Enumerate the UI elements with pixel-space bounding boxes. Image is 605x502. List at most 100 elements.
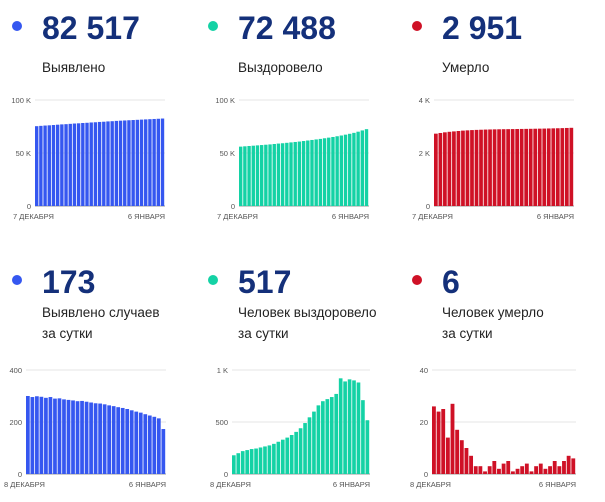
bar — [487, 466, 492, 474]
bar — [240, 451, 245, 474]
bar — [335, 136, 339, 206]
bar — [148, 119, 152, 206]
bar — [47, 125, 51, 206]
y-tick-label: 20 — [420, 418, 428, 427]
bar — [123, 120, 127, 206]
bar — [474, 129, 479, 206]
recovered-total-number: 72 488 — [238, 10, 336, 46]
detected-daily-label-line2: за сутки — [42, 326, 93, 341]
bar — [89, 122, 93, 206]
bar — [68, 123, 72, 206]
bar — [443, 132, 447, 206]
deaths-total-label: Умерло — [442, 60, 490, 75]
deaths-daily-number: 6 — [442, 264, 460, 300]
bar — [72, 123, 77, 206]
bar — [249, 449, 254, 474]
bar — [497, 129, 501, 206]
green-dot-icon — [208, 275, 218, 285]
bar — [156, 118, 160, 206]
bar — [135, 119, 140, 206]
bar — [76, 123, 81, 206]
bar — [312, 411, 316, 474]
bar — [569, 127, 574, 206]
blue-dot-icon — [12, 275, 22, 285]
bar — [478, 466, 483, 474]
bar — [452, 131, 456, 206]
bar — [441, 409, 446, 474]
bar — [143, 414, 148, 474]
bar — [293, 141, 297, 206]
detected-total-label: Выявлено — [42, 60, 106, 75]
deaths-daily-label-line2: за сутки — [442, 326, 493, 341]
bar — [138, 412, 143, 474]
bar — [347, 379, 352, 474]
bar — [356, 131, 360, 206]
bar — [131, 120, 135, 206]
bar — [325, 399, 330, 474]
bar — [436, 411, 441, 474]
bar — [30, 397, 35, 474]
bar — [247, 146, 251, 206]
bar — [465, 130, 470, 206]
bar — [298, 428, 303, 474]
bar — [479, 129, 483, 206]
bar — [571, 458, 576, 474]
detected-daily-label-line1: Выявлено случаев — [42, 305, 160, 320]
bar — [348, 133, 352, 206]
bar — [289, 435, 294, 474]
bar — [303, 423, 307, 474]
bar — [515, 468, 520, 474]
y-tick-label: 0 — [426, 202, 430, 211]
bar — [562, 461, 566, 474]
bar — [57, 398, 62, 474]
bar — [551, 128, 556, 206]
bar — [360, 130, 364, 206]
x-label-start: 7 ДЕКАБРЯ — [412, 212, 453, 221]
bar — [268, 144, 272, 206]
x-label-end: 6 ЯНВАРЯ — [129, 480, 166, 489]
bar — [543, 468, 548, 474]
bar — [110, 121, 114, 206]
bar — [289, 142, 293, 206]
bar — [55, 124, 60, 206]
bar — [106, 121, 110, 206]
x-label-start: 8 ДЕКАБРЯ — [4, 480, 45, 489]
bar — [43, 125, 47, 206]
bar — [272, 443, 276, 474]
bar — [307, 417, 312, 474]
bar — [285, 437, 290, 474]
bar — [455, 429, 460, 474]
bar — [361, 400, 365, 474]
bar — [552, 461, 557, 474]
red-dot-icon — [412, 21, 422, 31]
bar — [321, 401, 325, 474]
bar — [322, 138, 327, 206]
bar — [343, 134, 348, 206]
y-tick-label: 100 K — [11, 96, 31, 105]
bar — [548, 466, 552, 474]
bar — [352, 132, 356, 206]
y-tick-label: 0 — [18, 470, 22, 479]
recovered-daily-label-line1: Человек выздоровело — [238, 305, 377, 320]
x-label-end: 6 ЯНВАРЯ — [537, 212, 574, 221]
bar — [456, 131, 461, 206]
bar — [114, 120, 119, 206]
bar — [267, 445, 272, 474]
bar — [102, 121, 106, 206]
bar — [483, 129, 488, 206]
red-dot-icon — [412, 275, 422, 285]
bar — [160, 118, 165, 206]
bar — [285, 142, 289, 206]
y-tick-label: 0 — [224, 470, 228, 479]
bar — [469, 455, 474, 474]
y-tick-label: 400 — [9, 366, 22, 375]
bar — [297, 141, 302, 206]
bar — [107, 405, 112, 474]
bar — [473, 466, 478, 474]
bar — [264, 144, 268, 206]
bar — [156, 418, 161, 474]
bar — [546, 128, 551, 206]
bar — [492, 129, 497, 206]
green-dot-icon — [208, 21, 218, 31]
bar — [239, 146, 243, 206]
